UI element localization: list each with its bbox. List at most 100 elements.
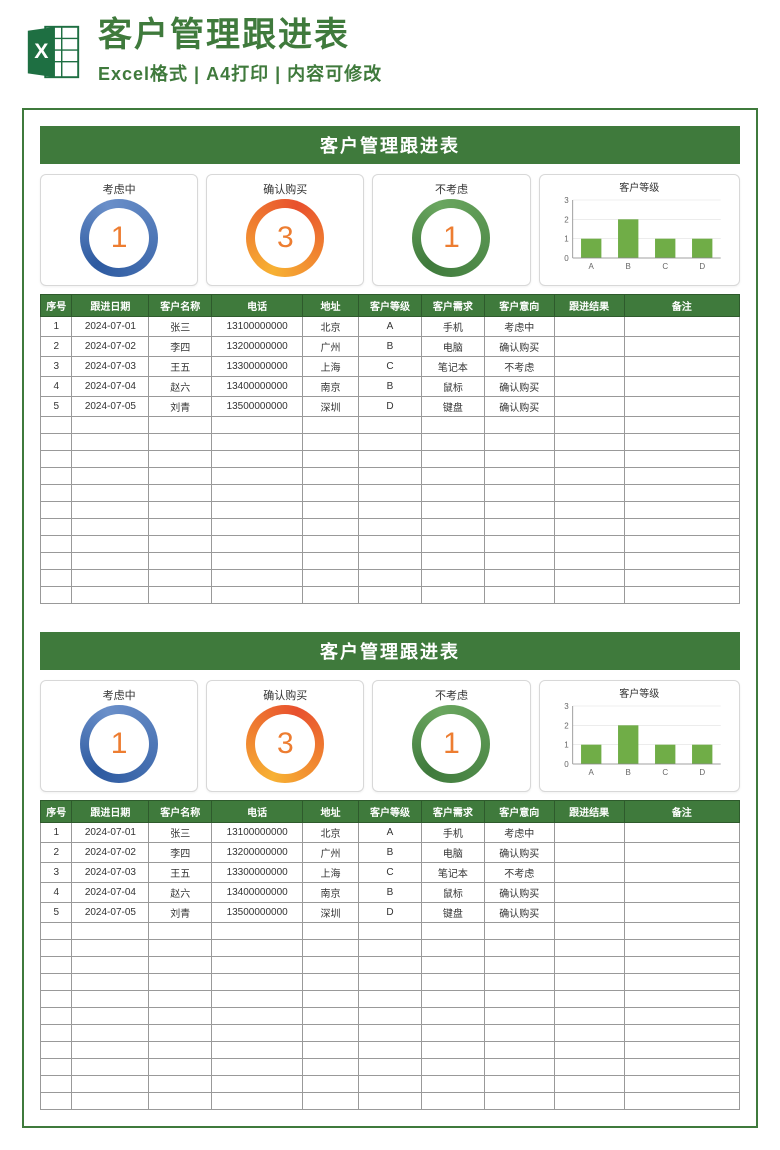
table-header-cell: 备注 — [624, 800, 739, 822]
table-cell — [554, 1024, 624, 1041]
table-header-cell: 客户名称 — [149, 800, 212, 822]
table-cell — [554, 902, 624, 922]
table-cell — [303, 518, 359, 535]
table-cell: 李四 — [149, 336, 212, 356]
table-cell — [149, 484, 212, 501]
table-cell: 2024-07-02 — [72, 336, 149, 356]
main-title: 客户管理跟进表 — [98, 18, 758, 54]
table-cell — [149, 467, 212, 484]
table-cell — [212, 1007, 303, 1024]
table-cell — [421, 552, 484, 569]
table-cell — [624, 376, 739, 396]
stats-row: 考虑中1确认购买3不考虑1客户等级0123ABCD — [40, 680, 740, 792]
table-cell — [624, 1041, 739, 1058]
table-cell — [41, 1024, 72, 1041]
table-header-cell: 电话 — [212, 800, 303, 822]
table-cell — [359, 939, 422, 956]
table-cell — [359, 922, 422, 939]
table-row — [41, 501, 740, 518]
table-cell: 电脑 — [421, 336, 484, 356]
table-cell — [359, 416, 422, 433]
chart-svg: 0123ABCD — [546, 196, 733, 272]
table-cell — [421, 990, 484, 1007]
table-cell — [554, 1075, 624, 1092]
table-cell — [41, 1041, 72, 1058]
table-cell — [554, 956, 624, 973]
table-cell — [212, 467, 303, 484]
table-row — [41, 569, 740, 586]
table-cell — [484, 569, 554, 586]
stats-row: 考虑中1确认购买3不考虑1客户等级0123ABCD — [40, 174, 740, 286]
table-cell — [624, 336, 739, 356]
page-header: X 客户管理跟进表 Excel格式 | A4打印 | 内容可修改 — [0, 0, 780, 96]
table-cell: 4 — [41, 882, 72, 902]
table-cell — [212, 535, 303, 552]
table-cell: 13500000000 — [212, 902, 303, 922]
table-cell — [421, 939, 484, 956]
table-cell — [41, 552, 72, 569]
svg-text:A: A — [588, 262, 594, 271]
table-cell: 鼠标 — [421, 376, 484, 396]
table-cell: 2024-07-05 — [72, 396, 149, 416]
table-cell: 手机 — [421, 316, 484, 336]
sub-title: Excel格式 | A4打印 | 内容可修改 — [98, 60, 758, 86]
table-cell — [149, 1024, 212, 1041]
table-cell: A — [359, 822, 422, 842]
table-header-cell: 地址 — [303, 800, 359, 822]
table-cell — [41, 416, 72, 433]
table-cell — [303, 1024, 359, 1041]
table-cell: 电脑 — [421, 842, 484, 862]
table-cell — [421, 973, 484, 990]
table-header-cell: 电话 — [212, 294, 303, 316]
table-cell — [421, 956, 484, 973]
table-cell — [554, 356, 624, 376]
table-cell — [421, 1041, 484, 1058]
table-cell — [41, 956, 72, 973]
table-header-row: 序号跟进日期客户名称电话地址客户等级客户需求客户意向跟进结果备注 — [41, 800, 740, 822]
table-header-cell: 客户意向 — [484, 800, 554, 822]
table-cell: 不考虑 — [484, 862, 554, 882]
table-cell — [41, 569, 72, 586]
table-cell — [72, 450, 149, 467]
table-cell — [554, 518, 624, 535]
table-cell: 2024-07-02 — [72, 842, 149, 862]
table-cell — [359, 552, 422, 569]
table-cell — [303, 484, 359, 501]
table-cell — [624, 1007, 739, 1024]
table-cell — [41, 450, 72, 467]
table-cell — [359, 973, 422, 990]
table-cell: 笔记本 — [421, 862, 484, 882]
table-cell: 刘青 — [149, 396, 212, 416]
header-text: 客户管理跟进表 Excel格式 | A4打印 | 内容可修改 — [98, 18, 758, 86]
table-cell — [359, 1024, 422, 1041]
table-cell — [72, 501, 149, 518]
table-cell — [212, 450, 303, 467]
table-cell — [303, 535, 359, 552]
table-cell — [359, 433, 422, 450]
table-header-cell: 客户等级 — [359, 800, 422, 822]
sheet: 客户管理跟进表考虑中1确认购买3不考虑1客户等级0123ABCD序号跟进日期客户… — [40, 632, 740, 1110]
table-row — [41, 552, 740, 569]
table-header-cell: 客户意向 — [484, 294, 554, 316]
svg-text:B: B — [625, 262, 630, 271]
table-row: 52024-07-05刘青13500000000深圳D键盘确认购买 — [41, 902, 740, 922]
table-cell: 确认购买 — [484, 882, 554, 902]
table-cell: 4 — [41, 376, 72, 396]
table-cell — [624, 842, 739, 862]
table-row: 32024-07-03王五13300000000上海C笔记本不考虑 — [41, 356, 740, 376]
table-cell — [72, 569, 149, 586]
table-row — [41, 1092, 740, 1109]
table-cell — [72, 467, 149, 484]
table-cell — [359, 586, 422, 603]
table-cell — [624, 586, 739, 603]
table-cell: 2024-07-03 — [72, 862, 149, 882]
table-cell — [624, 1058, 739, 1075]
table-cell — [359, 1092, 422, 1109]
table-cell — [624, 416, 739, 433]
table-cell — [41, 433, 72, 450]
table-cell — [359, 467, 422, 484]
table-cell — [212, 1058, 303, 1075]
table-cell — [554, 535, 624, 552]
table-cell: A — [359, 316, 422, 336]
table-cell — [149, 939, 212, 956]
